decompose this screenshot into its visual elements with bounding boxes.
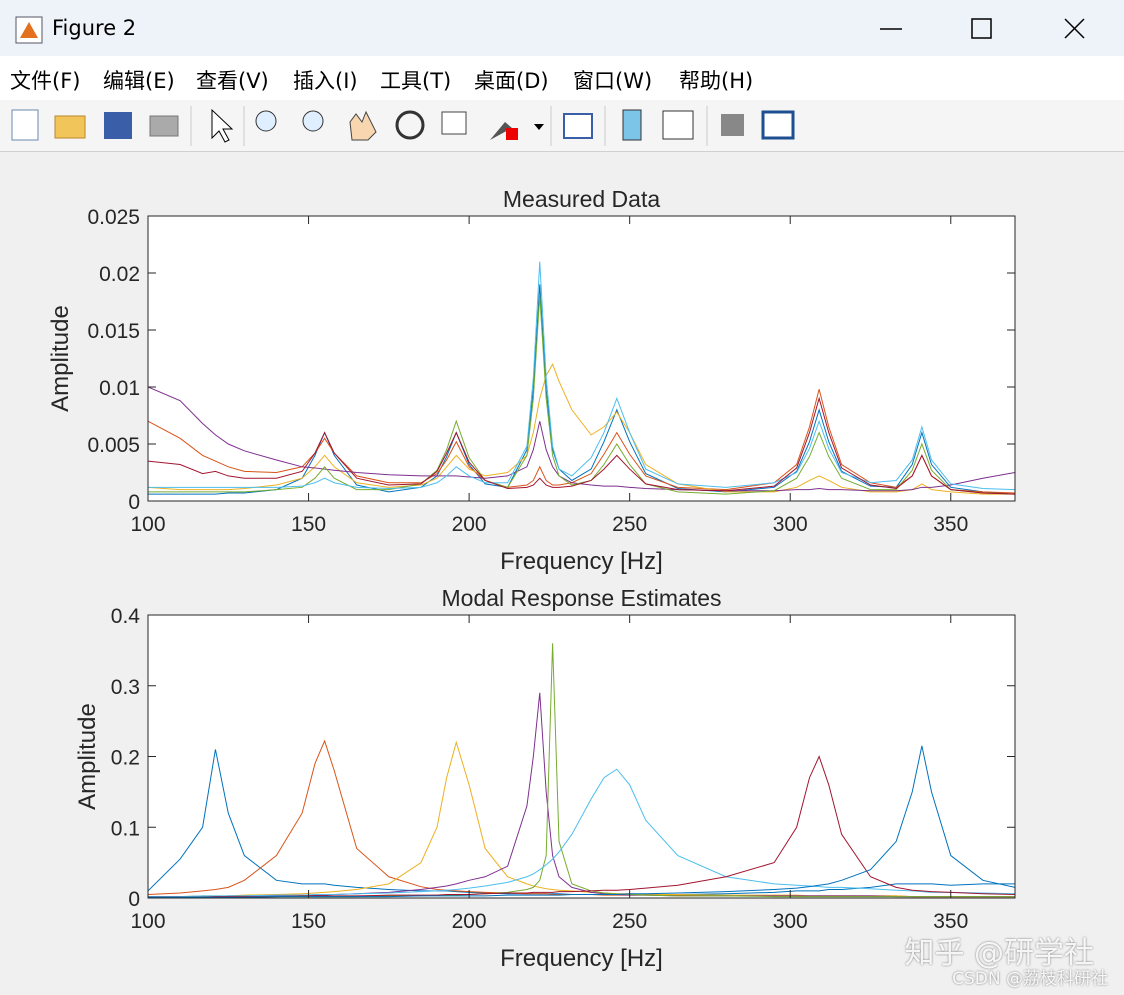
series-line [148, 692, 1015, 898]
y-tick-label: 0.015 [87, 320, 140, 343]
app-icon-shape [20, 22, 38, 38]
x-tick-label: 350 [933, 910, 968, 933]
x-tick-label: 200 [452, 513, 487, 536]
y-axis-label: Amplitude [74, 703, 101, 810]
watermark: CSDN @荔枝科研社 [952, 969, 1108, 989]
x-axis-label: Frequency [Hz] [500, 548, 663, 575]
y-tick-label: 0 [128, 491, 140, 514]
series-line [148, 768, 1015, 898]
datatip-icon[interactable] [441, 111, 467, 135]
show-icon[interactable] [761, 110, 795, 140]
new-icon[interactable] [11, 109, 39, 141]
menu-item[interactable]: 文件(F) [10, 69, 81, 93]
x-axis-label: Frequency [Hz] [500, 945, 663, 972]
series-line [148, 396, 1015, 495]
menu-item[interactable]: 桌面(D) [474, 69, 549, 93]
menu-item[interactable]: 帮助(H) [679, 69, 754, 93]
y-tick-label: 0.3 [111, 676, 140, 699]
app-icon [15, 16, 43, 44]
legend-icon[interactable] [662, 110, 694, 140]
x-tick-label: 150 [291, 910, 326, 933]
menu-item[interactable]: 窗口(W) [573, 69, 653, 93]
maximize[interactable] [971, 18, 992, 39]
x-tick-label: 300 [773, 513, 808, 536]
dropdown[interactable] [534, 124, 544, 130]
y-tick-label: 0.025 [87, 206, 140, 229]
pointer-icon[interactable] [211, 108, 234, 143]
series-line [148, 386, 1015, 492]
x-tick-label: 350 [933, 513, 968, 536]
figure: 100 150 200 250 300 350 0 0.005 0.01 0.015 0.02 0.0… [0, 152, 1124, 995]
title-bar: Figure 2 [0, 0, 1124, 56]
y-tick-label: 0.4 [111, 605, 141, 628]
y-tick-label: 0 [128, 888, 140, 911]
toolbar-icons [11, 106, 795, 146]
window-title: Figure 2 [52, 16, 137, 40]
axes-background [148, 615, 1015, 898]
axes-box [147, 215, 1016, 502]
series-line [148, 755, 1015, 898]
x-tick-label: 100 [130, 513, 165, 536]
menu-item[interactable]: 编辑(E) [103, 69, 175, 93]
hide-icon[interactable] [721, 114, 744, 136]
y-tick-label: 0.005 [87, 434, 140, 457]
x-tick-label: 150 [291, 513, 326, 536]
series-line [148, 295, 1015, 495]
y-tick-label: 0.1 [111, 817, 140, 840]
chart-title: Measured Data [503, 186, 660, 212]
open-icon[interactable] [54, 115, 86, 139]
colorbar-icon[interactable] [622, 109, 642, 141]
chart-title: Modal Response Estimates [442, 585, 722, 611]
menu-item[interactable]: 查看(V) [196, 69, 269, 93]
menu-bar: 文件(F) 编辑(E) 查看(V) 插入(I) 工具(T) 桌面(D) 窗口(W) 帮助(H) [0, 56, 1124, 100]
x-tick-label: 250 [612, 910, 647, 933]
brush-icon[interactable] [490, 122, 512, 140]
zoom-out-icon[interactable] [302, 110, 324, 132]
x-tick-label: 250 [612, 513, 647, 536]
y-tick-label: 0.2 [111, 747, 140, 770]
close[interactable] [1064, 18, 1085, 39]
x-tick-label: 200 [452, 910, 487, 933]
y-axis-label: Amplitude [47, 305, 74, 412]
y-tick-label: 0.02 [99, 263, 140, 286]
x-tick-label: 100 [130, 910, 165, 933]
watermark: 知乎 @研学社 [904, 936, 1094, 971]
toolbar [0, 100, 1124, 152]
print-icon[interactable] [149, 115, 179, 137]
series-line [148, 745, 1015, 898]
series-line [148, 363, 1015, 495]
menu-item[interactable]: 工具(T) [380, 69, 452, 93]
window-controls [15, 16, 1085, 44]
link-icon[interactable] [563, 113, 593, 139]
brush-color[interactable] [506, 128, 518, 140]
zoom-in-icon[interactable] [255, 110, 277, 132]
axes-background [148, 216, 1015, 501]
rotate-icon[interactable] [395, 110, 425, 140]
series-line [148, 261, 1015, 491]
plot-area [148, 643, 1015, 898]
plot-area [148, 261, 1015, 495]
x-tick-label: 300 [773, 910, 808, 933]
pan-icon[interactable] [349, 110, 377, 141]
save-icon[interactable] [104, 112, 132, 139]
y-tick-label: 0.01 [99, 377, 140, 400]
menu-item[interactable]: 插入(I) [293, 69, 358, 93]
